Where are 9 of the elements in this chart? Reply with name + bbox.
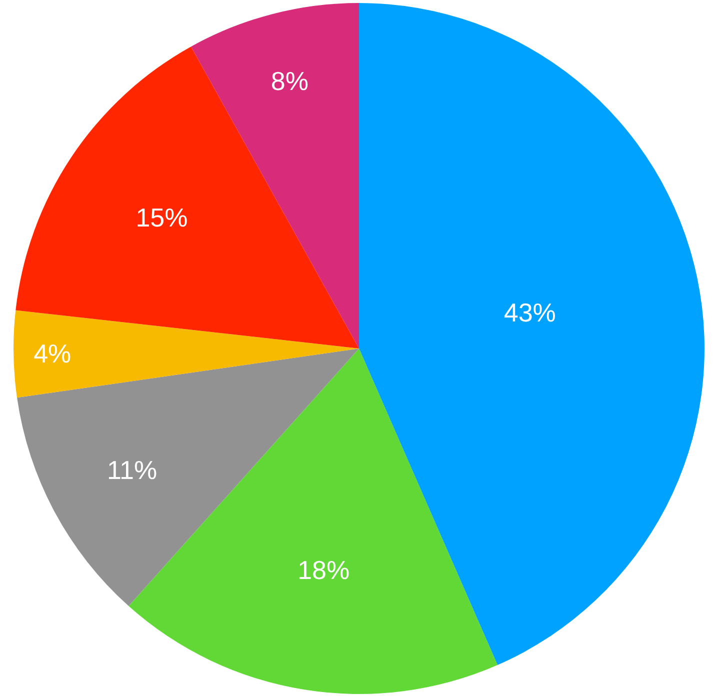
data-label: 8%: [270, 66, 308, 96]
data-label: 15%: [136, 202, 188, 232]
data-label: 11%: [107, 455, 158, 486]
data-label: 43%: [504, 298, 556, 328]
pie-slice: [14, 310, 359, 398]
data-label: 4%: [34, 338, 72, 368]
pie-slice: [191, 3, 359, 348]
data-label: 18%: [298, 554, 350, 585]
pie-slice: [359, 3, 704, 666]
